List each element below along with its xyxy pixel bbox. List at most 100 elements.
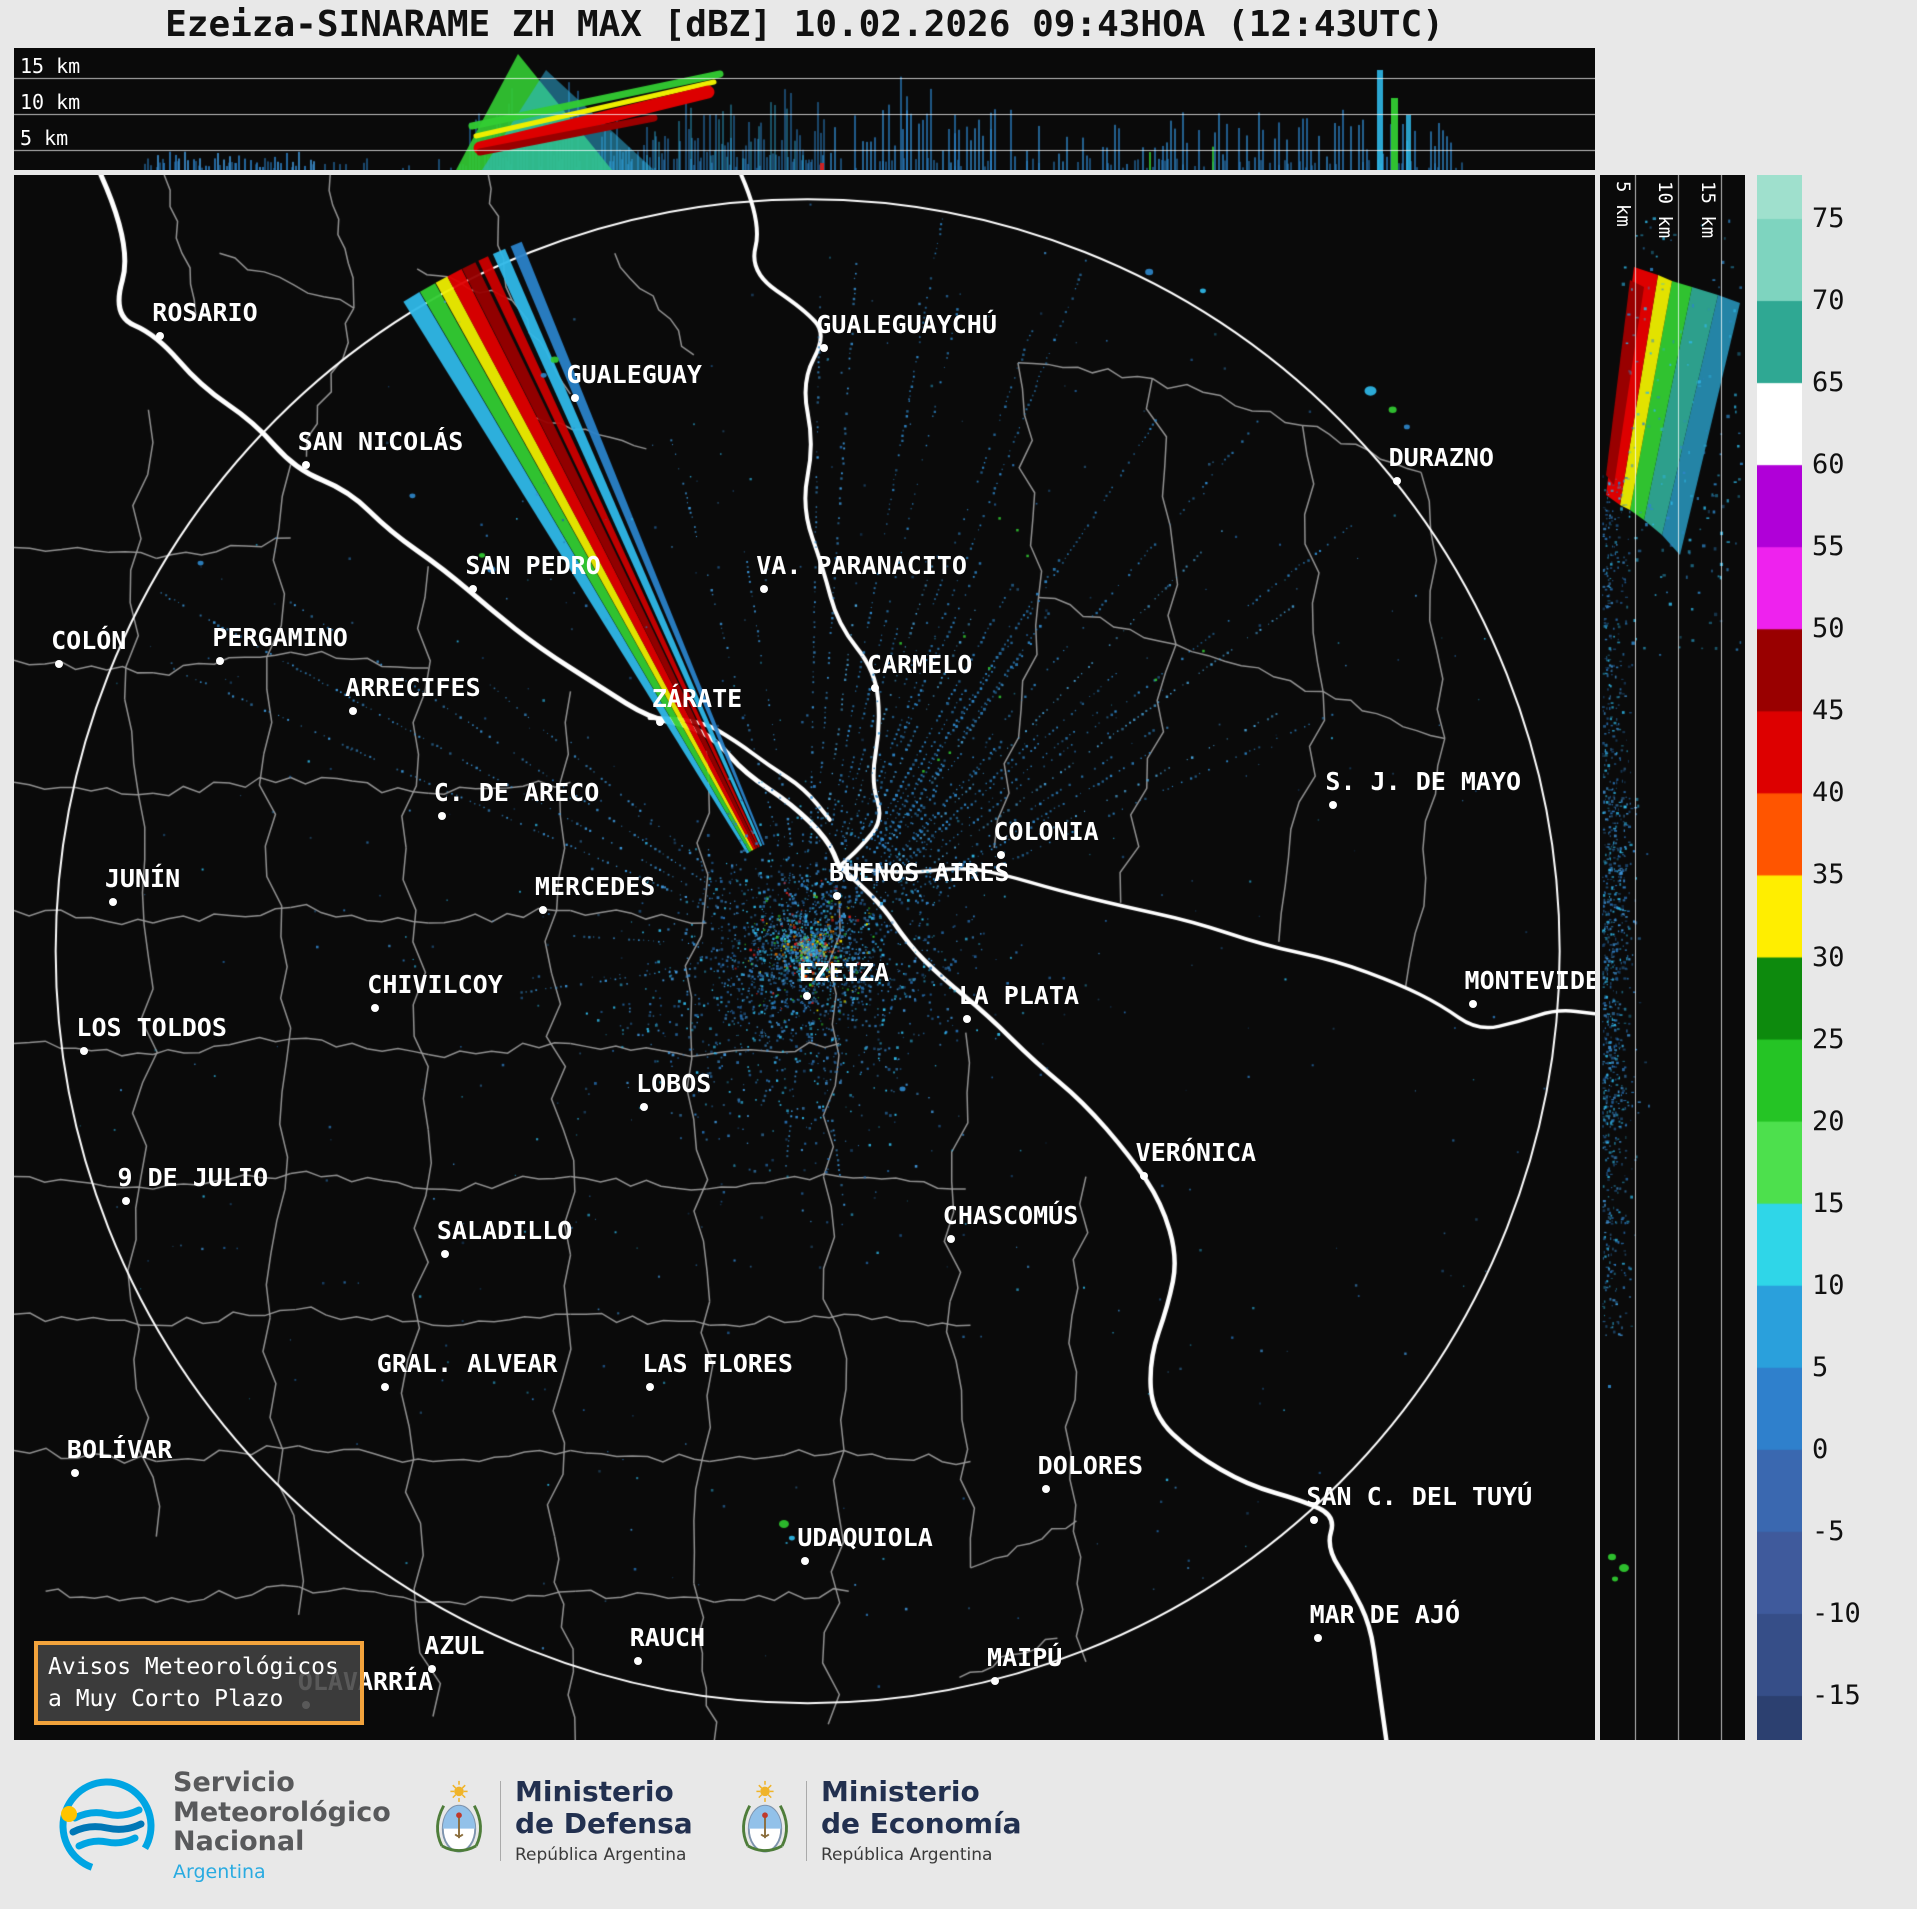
radar-map-panel: ROSARIO GUALEGUAYCHÚ GUALEGUAY SAN NICOLÁS D… [14, 175, 1595, 1740]
city-dot [946, 1234, 955, 1243]
city-dot [962, 1015, 971, 1024]
city-label: VERÓNICA [1135, 1137, 1257, 1167]
city-label: MAIPÚ [987, 1643, 1063, 1673]
city-dot [802, 991, 811, 1000]
city-label: GRAL. ALVEAR [376, 1349, 558, 1379]
defensa-sub: República Argentina [515, 1845, 687, 1866]
city-dot [538, 905, 547, 914]
city-label: ARRECIFES [345, 673, 481, 703]
city-label: PERGAMINO [212, 623, 348, 653]
economia-sub: República Argentina [821, 1845, 993, 1866]
ministerio-economia-text: Ministerio de Economía República Argenti… [821, 1775, 1022, 1866]
economia-line1: Ministerio [821, 1775, 980, 1808]
colorbar-tick-75: 75 [1812, 203, 1845, 234]
colorbar-tick-50: 50 [1812, 613, 1845, 645]
altitude-label-v-15-km: 15 km [1697, 181, 1719, 239]
smn-logo-text: Servicio Meteorológico Nacional Argentin… [173, 1768, 391, 1883]
colorbar-tick-70: 70 [1812, 285, 1845, 317]
ministerio-economia-block: Ministerio de Economía República Argenti… [736, 1775, 1022, 1866]
city-dot [870, 683, 879, 692]
colorbar-tick-30: 30 [1812, 941, 1845, 973]
defensa-line2: de Defensa [515, 1807, 693, 1841]
city-dot [1139, 1171, 1148, 1180]
colorbar-tick-15: 15 [1812, 1187, 1845, 1219]
city-dot [633, 1657, 642, 1666]
colorbar-tick-35: 35 [1812, 859, 1845, 891]
defensa-line1: Ministerio [515, 1775, 674, 1808]
city-label: CHASCOMÚS [942, 1200, 1079, 1230]
colorbar-canvas [1757, 175, 1802, 1740]
altitude-label-15-km: 15 km [20, 54, 81, 78]
altitude-label-10-km: 10 km [20, 90, 81, 114]
city-dot [1313, 1633, 1322, 1642]
city-label: MONTEVIDEO [1464, 965, 1595, 995]
city-dot [70, 1469, 79, 1478]
city-label: SAN PEDRO [465, 551, 601, 581]
smn-logo-block: Servicio Meteorológico Nacional Argentin… [55, 1768, 391, 1883]
city-dot [801, 1556, 810, 1565]
colorbar-tick-20: 20 [1812, 1105, 1845, 1137]
city-label: CHIVILCOY [367, 970, 503, 1000]
city-label: COLÓN [51, 626, 127, 656]
city-label: JUNÍN [104, 864, 181, 894]
colorbar-tick-labels: 75 70 65 60 55 50 45 40 35 30 25 20 15 10 5 0 -5 -10 -15 [1812, 175, 1912, 1740]
city-dot [437, 811, 446, 820]
colorbar-tick--15: -15 [1812, 1680, 1861, 1711]
warning-line1: Avisos Meteorológicos [48, 1654, 339, 1680]
city-label: LOS TOLDOS [76, 1012, 227, 1042]
city-label: SAN NICOLÁS [297, 427, 464, 457]
city-label: SALADILLO [436, 1216, 573, 1246]
city-label: UDAQUIOLA [797, 1522, 933, 1552]
city-label: VA. PARANACITO [756, 551, 967, 581]
smn-line1: Servicio [173, 1767, 295, 1798]
city-dot [80, 1046, 89, 1055]
colorbar-tick-40: 40 [1812, 777, 1845, 809]
city-dot [1329, 801, 1338, 809]
city-dot [156, 331, 165, 340]
city-label: MERCEDES [534, 871, 656, 901]
city-dot [469, 585, 478, 594]
city-dot [301, 461, 310, 470]
city-dot [349, 707, 358, 716]
city-label: EZEIZA [798, 957, 890, 987]
city-label: MAR DE AJÓ [1309, 1599, 1461, 1629]
warning-line2: a Muy Corto Plazo [48, 1686, 284, 1713]
altitude-label-5-km: 5 km [20, 126, 69, 150]
city-dot [646, 1383, 655, 1392]
city-label: C. DE ARECO [433, 777, 600, 807]
smn-line3: Nacional [173, 1826, 305, 1858]
city-dot [216, 657, 225, 666]
city-dot [121, 1196, 130, 1205]
ministerio-defensa-text: Ministerio de Defensa República Argentin… [515, 1775, 693, 1866]
city-dot [760, 585, 769, 594]
colorbar-tick-0: 0 [1812, 1433, 1829, 1465]
colorbar-tick-10: 10 [1812, 1269, 1845, 1301]
city-label: LA PLATA [958, 981, 1080, 1011]
colorbar-tick-25: 25 [1812, 1023, 1845, 1055]
city-label: ZÁRATE [651, 684, 743, 714]
city-label: BUENOS AIRES [828, 857, 1010, 887]
colorbar-tick--10: -10 [1812, 1597, 1861, 1629]
city-dot [428, 1664, 437, 1673]
city-label: LAS FLORES [642, 1349, 793, 1379]
city-label: CARMELO [866, 649, 973, 679]
city-dot [997, 851, 1006, 860]
warning-box[interactable]: Avisos Meteorológicos a Muy Corto Plazo [34, 1641, 364, 1726]
city-label: GUALEGUAYCHÚ [816, 310, 997, 340]
city-dot [55, 660, 64, 669]
city-label: S. J. DE MAYO [1325, 767, 1522, 796]
city-dot [1310, 1516, 1319, 1525]
right-cross-section-panel: 5 km 10 km 15 km [1600, 175, 1745, 1740]
footer: Servicio Meteorológico Nacional Argentin… [0, 1762, 1917, 1907]
city-dot [1392, 477, 1401, 486]
colorbar-tick--5: -5 [1812, 1515, 1845, 1547]
city-label: GUALEGUAY [566, 360, 702, 390]
colorbar-tick-55: 55 [1812, 531, 1845, 563]
city-dot [832, 891, 841, 900]
city-label: DOLORES [1037, 1450, 1143, 1480]
radar-map-canvas [14, 175, 1595, 1740]
city-label: SAN C. DEL TUYÚ [1306, 1482, 1533, 1512]
city-dot [371, 1004, 380, 1013]
top-cross-section-canvas [14, 48, 1595, 170]
